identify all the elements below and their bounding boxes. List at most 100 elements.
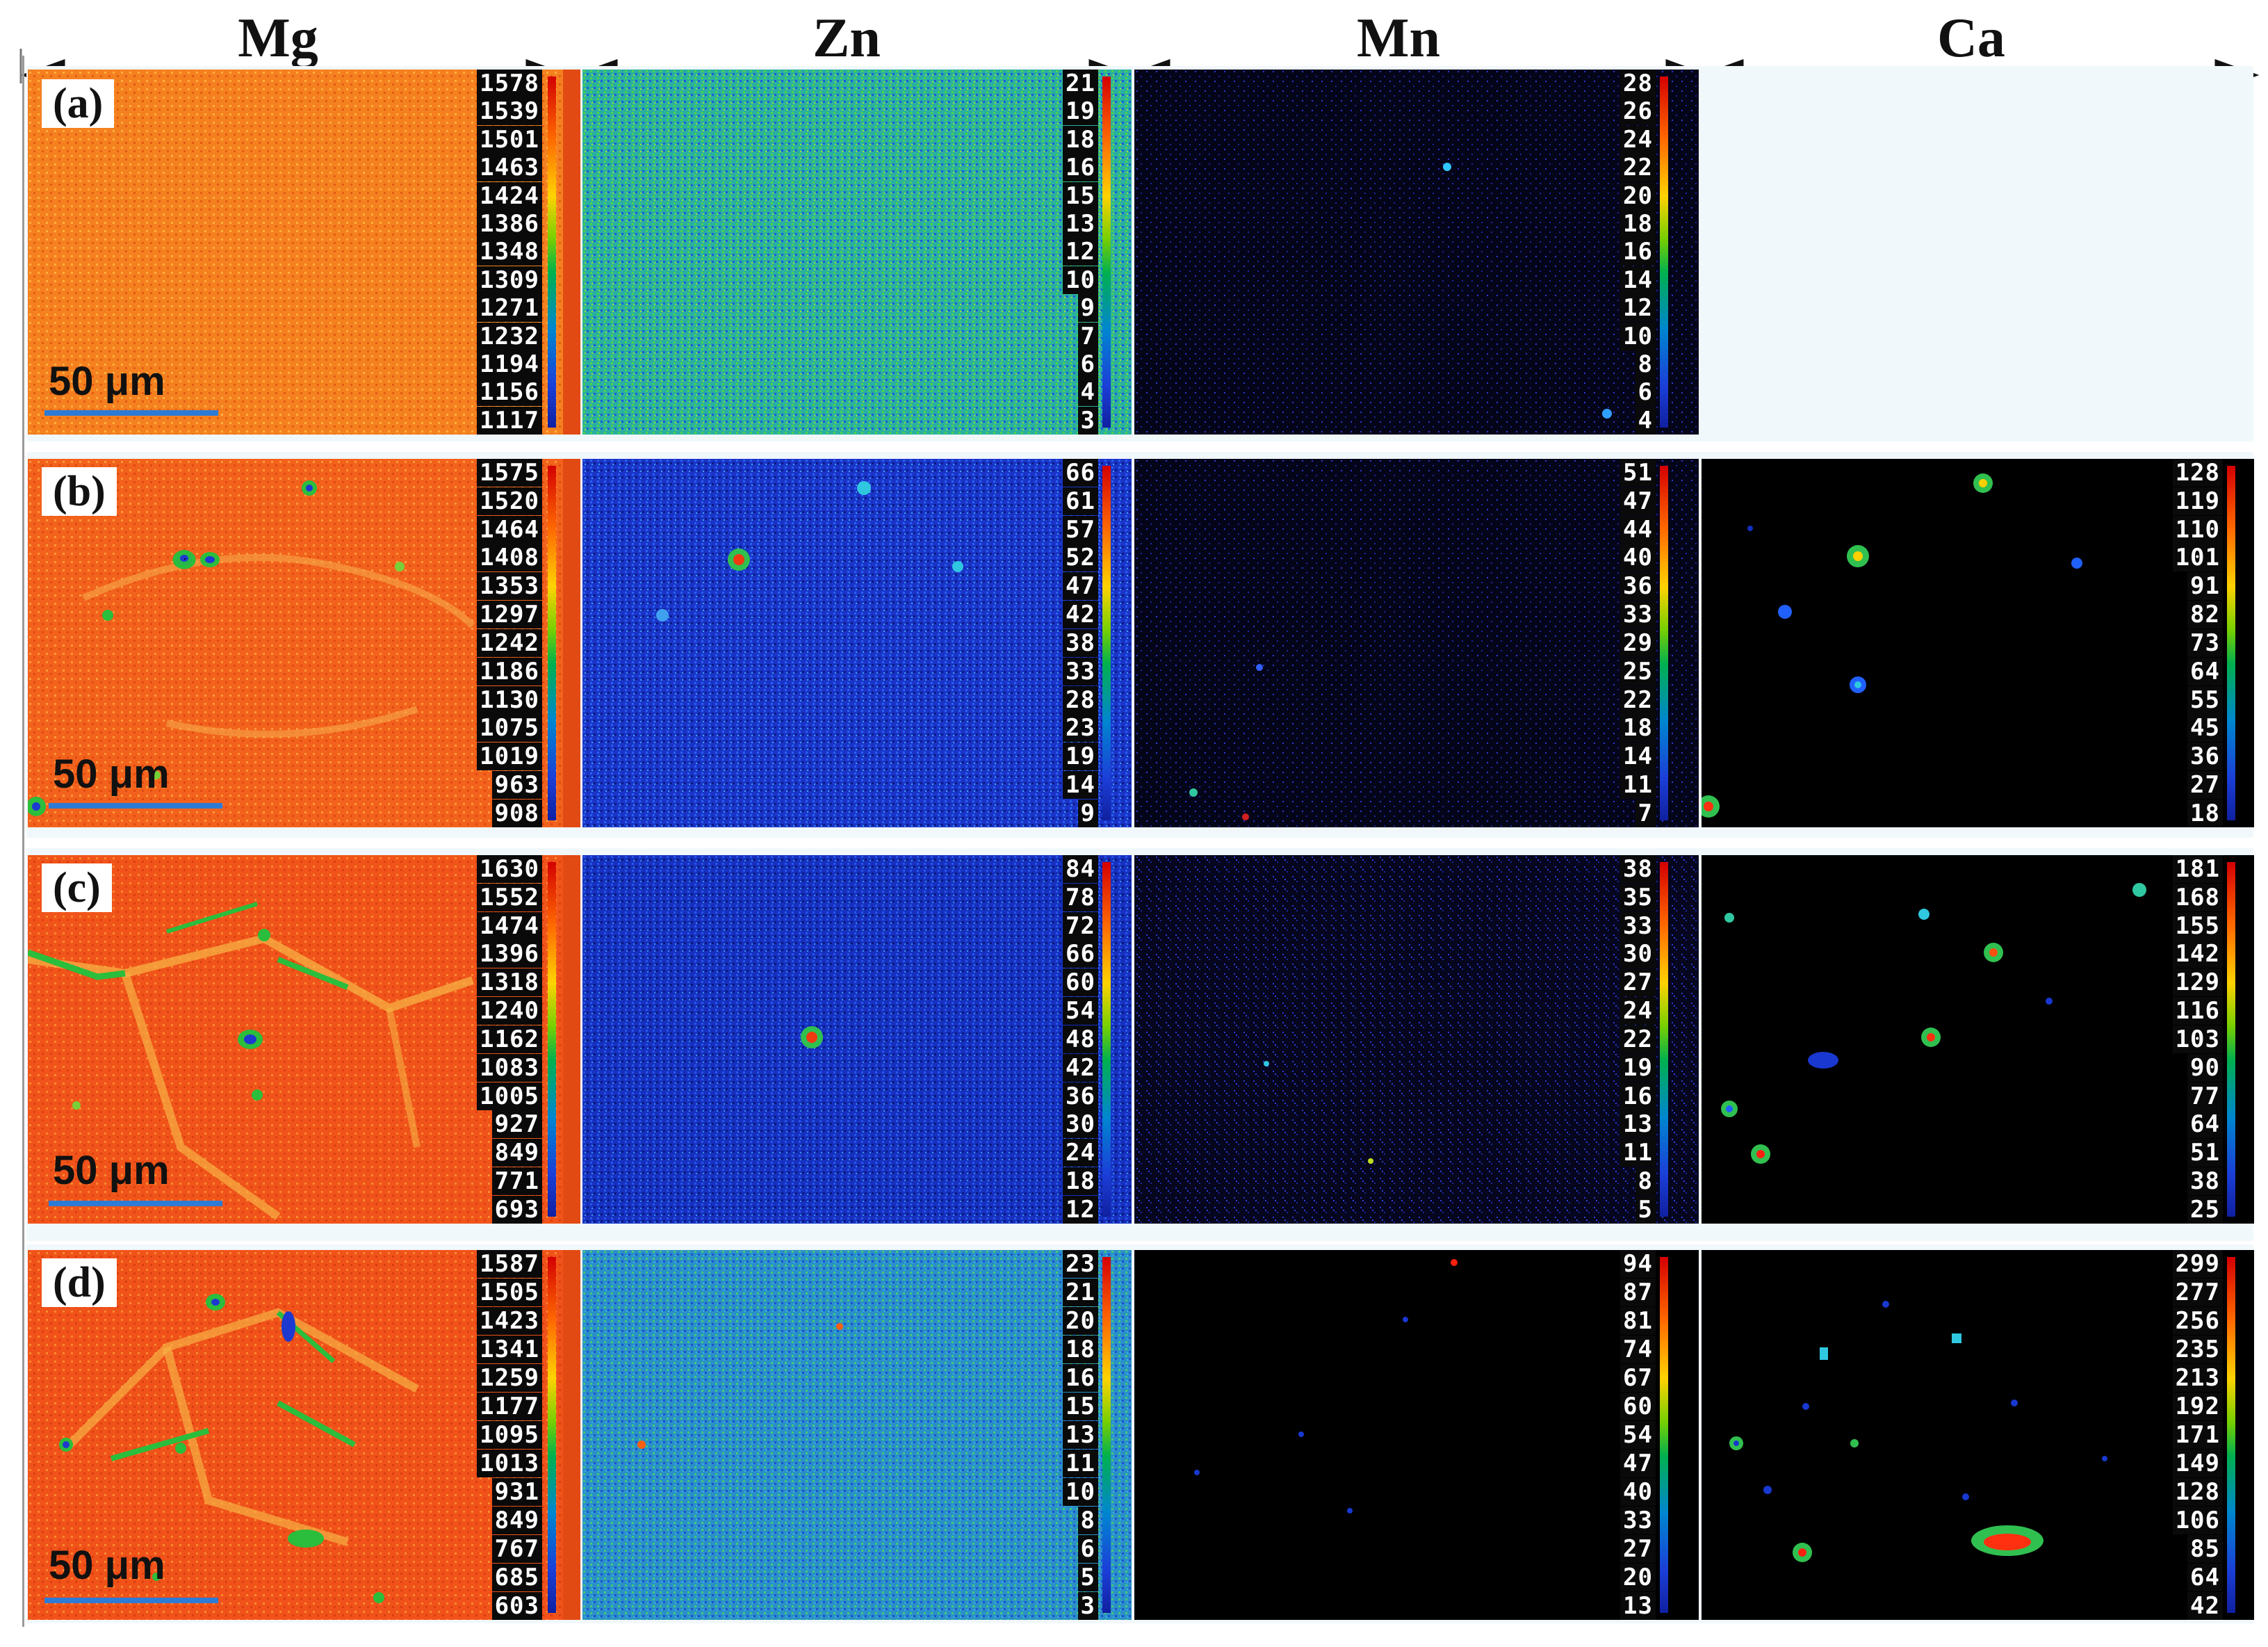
tick: 54 [1620, 1421, 1656, 1449]
tick: 20 [1620, 1564, 1656, 1591]
tick: 8 [1635, 1167, 1656, 1196]
mn-map-c [1134, 855, 1699, 1224]
tick: 36 [1620, 572, 1656, 601]
tick: 1630 [477, 855, 542, 883]
tick: 256 [2172, 1307, 2223, 1335]
tick: 6 [1635, 378, 1656, 407]
scale-bar-a [44, 410, 218, 416]
panel-d-ca: 299 277 256 235 213 192 171 149 128 106 … [1702, 1250, 2254, 1620]
tick: 1130 [477, 685, 542, 714]
tick: 77 [2187, 1082, 2223, 1110]
tick: 36 [1063, 1082, 1098, 1110]
zn-map-a [582, 70, 1132, 435]
ca-map-d [1702, 1250, 2254, 1620]
tick: 1464 [477, 515, 542, 544]
tick: 106 [2172, 1507, 2223, 1534]
tick: 25 [2187, 1195, 2223, 1224]
tick: 299 [2172, 1250, 2223, 1278]
tick: 25 [1620, 657, 1656, 685]
tick: 21 [1063, 1279, 1098, 1306]
tick: 1271 [477, 294, 542, 323]
panel-b-ca: 128 119 110 101 91 82 73 64 55 45 36 27 … [1702, 459, 2254, 827]
tick: 1463 [477, 154, 542, 182]
panel-c-mg: 1630 1552 1474 1396 1318 1240 1162 1083 … [28, 855, 580, 1224]
tick: 33 [1063, 657, 1098, 685]
tick: 66 [1063, 459, 1098, 487]
tick: 40 [1620, 1478, 1656, 1506]
tick: 47 [1620, 1450, 1656, 1477]
tick: 6 [1077, 350, 1098, 379]
tick: 3 [1077, 1592, 1098, 1620]
tick: 116 [2172, 997, 2223, 1025]
tick: 64 [2187, 1110, 2223, 1139]
panel-c-mn: 38 35 33 30 27 24 22 19 16 13 11 8 5 [1134, 855, 1699, 1224]
mn-map-d [1134, 1250, 1699, 1620]
tick: 47 [1620, 487, 1656, 515]
tick: 5 [1635, 1195, 1656, 1224]
panel-label-c: (c) [42, 863, 112, 912]
zn-map-b [582, 459, 1132, 827]
tick: 1575 [477, 459, 542, 487]
scale-bar-label-b: 50 μm [53, 752, 170, 797]
tick: 23 [1063, 714, 1098, 743]
tick: 90 [2187, 1053, 2223, 1082]
tick: 18 [2187, 799, 2223, 827]
tick: 18 [1620, 714, 1656, 743]
tick: 963 [491, 771, 542, 800]
tick: 1396 [477, 940, 542, 968]
tick: 181 [2172, 855, 2223, 883]
tick: 908 [491, 799, 542, 827]
tick: 1177 [477, 1393, 542, 1420]
tick: 18 [1063, 1336, 1098, 1363]
tick: 1156 [477, 378, 542, 407]
figure-left-border [22, 56, 24, 1627]
column-header-zn: Zn [813, 8, 881, 69]
tick: 155 [2172, 911, 2223, 940]
tick: 19 [1620, 1053, 1656, 1082]
tick: 27 [2187, 771, 2223, 800]
tick: 1309 [477, 266, 542, 294]
ca-map-b [1702, 459, 2254, 827]
tick: 11 [1063, 1450, 1098, 1477]
tick: 1005 [477, 1082, 542, 1110]
tick: 60 [1063, 968, 1098, 997]
tick: 849 [491, 1507, 542, 1534]
tick: 4 [1077, 378, 1098, 407]
tick: 24 [1620, 125, 1656, 154]
tick: 16 [1620, 238, 1656, 266]
tick: 1240 [477, 997, 542, 1025]
tick: 22 [1620, 685, 1656, 714]
tick: 26 [1620, 97, 1656, 126]
tick: 24 [1620, 997, 1656, 1025]
tick: 38 [1620, 855, 1656, 883]
tick: 1505 [477, 1279, 542, 1306]
tick: 61 [1063, 487, 1098, 515]
tick: 8 [1635, 350, 1656, 379]
tick: 1297 [477, 601, 542, 629]
tick: 693 [491, 1195, 542, 1224]
tick: 42 [1063, 601, 1098, 629]
tick: 18 [1063, 1167, 1098, 1196]
zn-map-c [582, 855, 1132, 1224]
tick: 13 [1063, 210, 1098, 238]
tick: 13 [1063, 1421, 1098, 1449]
mn-map-b [1134, 459, 1699, 827]
tick: 33 [1620, 911, 1656, 940]
tick: 277 [2172, 1279, 2223, 1306]
tick: 20 [1620, 181, 1656, 210]
tick: 78 [1063, 883, 1098, 911]
tick: 19 [1063, 97, 1098, 126]
tick: 91 [2187, 572, 2223, 601]
tick: 103 [2172, 1025, 2223, 1053]
tick: 1474 [477, 911, 542, 940]
tick: 84 [1063, 855, 1098, 883]
tick: 60 [1620, 1393, 1656, 1420]
tick: 87 [1620, 1279, 1656, 1306]
tick: 66 [1063, 940, 1098, 968]
tick: 33 [1620, 1507, 1656, 1534]
ca-map-c [1702, 855, 2254, 1224]
tick: 1578 [477, 70, 542, 97]
tick: 1162 [477, 1025, 542, 1053]
tick: 15 [1063, 181, 1098, 210]
tick: 72 [1063, 911, 1098, 940]
